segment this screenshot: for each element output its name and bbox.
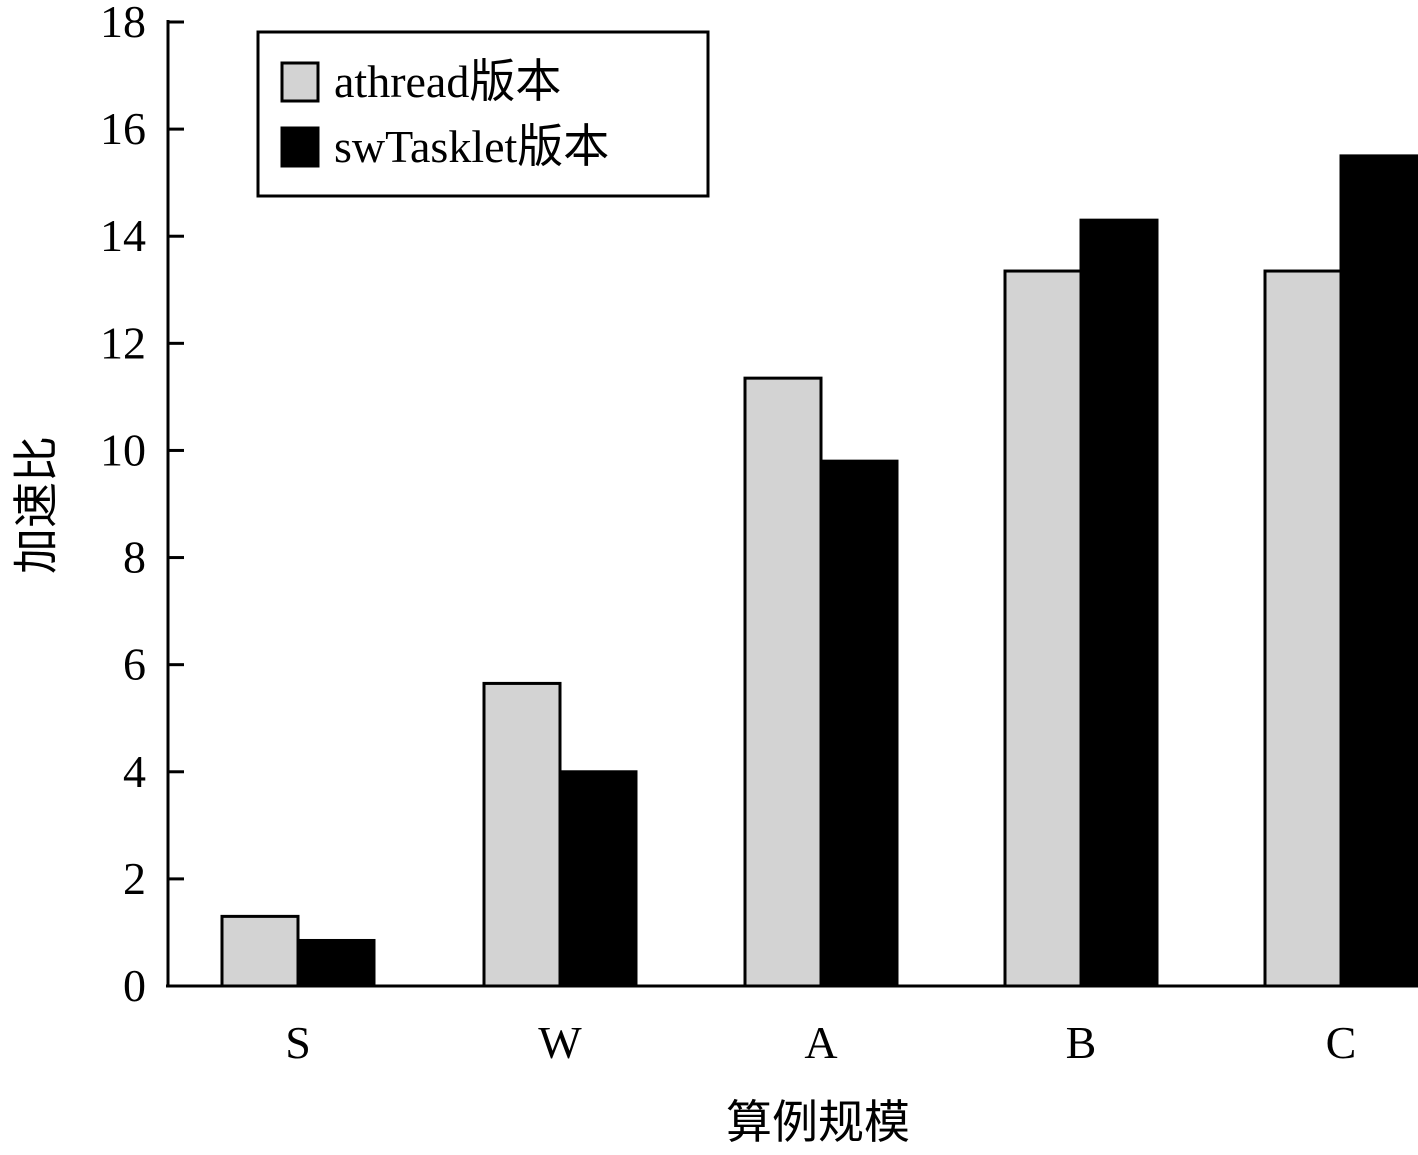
- bar-A-swtasklet: [819, 459, 899, 988]
- y-tick-label-10: 10: [100, 424, 146, 475]
- y-axis-title: 加速比: [9, 436, 63, 574]
- bar-A-athread: [743, 376, 823, 988]
- legend-box: [256, 30, 710, 198]
- bar-B-athread: [1003, 269, 1083, 988]
- x-tick-label-S: S: [285, 1017, 311, 1068]
- bar-W-athread: [482, 681, 562, 988]
- bars-layer: [220, 154, 1418, 988]
- legend-label-athread: athread版本: [334, 56, 561, 107]
- y-tick-label-2: 2: [123, 853, 146, 904]
- bar-B-swtasklet: [1079, 218, 1159, 988]
- x-tick-label-A: A: [804, 1017, 837, 1068]
- legend-swatch-swtasklet: [280, 126, 320, 168]
- axes-layer: S W A B C 0 2 4 6 8 10 12 14 16 18: [100, 0, 1418, 1068]
- bar-S-swtasklet: [296, 938, 376, 988]
- x-tick-label-B: B: [1066, 1017, 1097, 1068]
- y-tick-label-0: 0: [123, 960, 146, 1011]
- y-tick-label-6: 6: [123, 639, 146, 690]
- legend-swatch-athread: [280, 61, 320, 103]
- y-tick-label-12: 12: [100, 317, 146, 368]
- x-tick-label-C: C: [1326, 1017, 1357, 1068]
- bar-C-athread: [1263, 269, 1343, 988]
- bar-W-swtasklet: [558, 770, 638, 988]
- bar-S-athread: [220, 914, 300, 988]
- legend: athread版本 swTasklet版本: [256, 30, 710, 198]
- y-tick-label-16: 16: [100, 103, 146, 154]
- y-tick-label-14: 14: [100, 210, 146, 261]
- y-tick-label-4: 4: [123, 746, 146, 797]
- x-axis-title: 算例规模: [726, 1095, 910, 1149]
- legend-label-swtasklet: swTasklet版本: [334, 121, 609, 172]
- y-tick-label-18: 18: [100, 0, 146, 47]
- x-tick-label-W: W: [538, 1017, 582, 1068]
- bar-C-swtasklet: [1339, 154, 1418, 988]
- y-tick-label-8: 8: [123, 532, 146, 583]
